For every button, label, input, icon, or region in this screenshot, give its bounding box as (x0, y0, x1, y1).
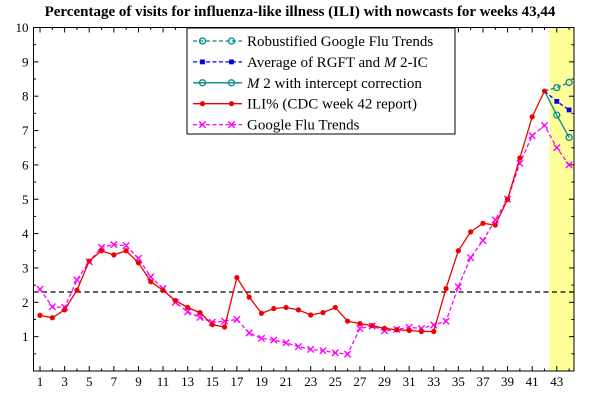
x-tick-label: 41 (526, 374, 539, 389)
series-gft (36, 121, 573, 358)
series-line-rgft (544, 81, 570, 92)
series-m2ic (543, 90, 573, 142)
x-tick-label: 39 (501, 374, 514, 389)
y-tick-label: 10 (16, 20, 29, 35)
legend-label-avg-rgft-m2ic: Average of RGFT and M 2-IC (247, 55, 428, 71)
x-tick-label: 33 (427, 374, 440, 389)
legend-label-rgft: Robustified Google Flu Trends (247, 34, 433, 50)
series-line-m2ic (543, 90, 570, 138)
legend: Robustified Google Flu Trends Average of … (186, 27, 456, 135)
y-tick-label: 8 (22, 89, 29, 104)
x-tick-label: 9 (135, 374, 142, 389)
x-tick-label: 29 (378, 374, 391, 389)
legend-label-m2ic: M 2 with intercept correction (246, 76, 422, 92)
x-tick-label: 25 (329, 374, 342, 389)
x-tick-label: 23 (304, 374, 317, 389)
axis-ticks: 1 3 5 7 9 11 13 15 17 19 21 23 25 27 29 31 33 35 37 39 41 431… (16, 20, 574, 389)
legend-entry-ili-cdc: ILI% (CDC week 42 report) (193, 97, 417, 113)
x-tick-label: 17 (230, 374, 244, 389)
y-tick-label: 2 (22, 295, 29, 310)
x-tick-label: 37 (476, 374, 490, 389)
x-tick-label: 13 (181, 374, 194, 389)
x-tick-label: 27 (353, 374, 367, 389)
chart-title: Percentage of visits for influenza-like … (44, 4, 556, 20)
series-line-gft (39, 124, 570, 355)
y-tick-label: 7 (22, 123, 29, 138)
y-tick-label: 4 (22, 226, 29, 241)
legend-label-gft: Google Flu Trends (247, 118, 360, 134)
x-tick-label: 43 (550, 374, 563, 389)
y-tick-label: 1 (22, 329, 29, 344)
y-tick-label: 5 (22, 192, 29, 207)
x-tick-label: 19 (255, 374, 268, 389)
x-tick-label: 15 (206, 374, 219, 389)
legend-entry-avg-rgft-m2ic: Average of RGFT and M 2-IC (193, 55, 428, 71)
x-tick-label: 3 (61, 374, 68, 389)
legend-label-ili-cdc: ILI% (CDC week 42 report) (247, 97, 417, 113)
y-tick-label: 6 (22, 157, 29, 172)
y-tick-label: 9 (22, 54, 29, 69)
x-tick-label: 1 (37, 374, 44, 389)
x-tick-label: 7 (111, 374, 118, 389)
legend-entry-rgft: Robustified Google Flu Trends (193, 34, 433, 50)
x-tick-label: 5 (86, 374, 93, 389)
legend-entry-gft: Google Flu Trends (193, 118, 360, 134)
legend-entry-m2ic: M 2 with intercept correction (193, 76, 422, 92)
x-tick-label: 35 (452, 374, 465, 389)
series-ili-cdc (37, 88, 548, 335)
series-rgft (544, 78, 573, 92)
x-tick-label: 31 (403, 374, 416, 389)
x-tick-label: 21 (280, 374, 293, 389)
series-avg-rgft-m2ic (544, 90, 572, 113)
y-tick-label: 3 (22, 260, 29, 275)
x-tick-label: 11 (157, 374, 170, 389)
legend-box (186, 27, 456, 135)
